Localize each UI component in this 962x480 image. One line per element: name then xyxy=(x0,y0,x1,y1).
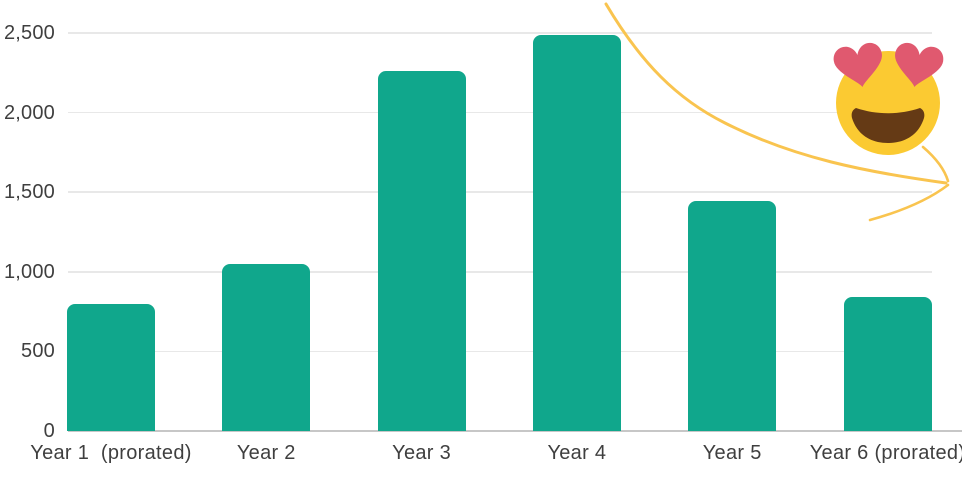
bar-2 xyxy=(222,263,311,431)
x-axis-category-label-3: Year 3 xyxy=(392,442,452,464)
y-axis-tick-label-2500: 2,500 xyxy=(3,22,55,44)
gridline-1000 xyxy=(68,271,932,273)
bar-3 xyxy=(377,71,466,431)
gridline-2500 xyxy=(68,32,932,34)
emoji-right-heart-eye xyxy=(895,42,944,88)
arrow-curve xyxy=(604,2,948,185)
gridline-2000 xyxy=(68,111,932,114)
bar-6 xyxy=(843,297,932,431)
gridline-1500 xyxy=(68,191,932,193)
y-axis-tick-label-1000: 1,000 xyxy=(3,260,55,283)
bar-1 xyxy=(67,303,155,431)
gridline-500 xyxy=(68,350,932,353)
x-axis-category-label-5: Year 5 xyxy=(702,442,762,464)
bar-5 xyxy=(688,200,777,431)
x-axis-line xyxy=(68,430,962,432)
y-axis-tick-label-0: 0 xyxy=(43,420,55,442)
emoji-face xyxy=(836,51,940,155)
x-axis-category-label-4: Year 4 xyxy=(547,442,607,464)
x-axis-category-label-1: Year 1 (prorated) xyxy=(30,442,192,464)
bar-4 xyxy=(532,34,621,431)
y-axis-tick-label-500: 500 xyxy=(21,340,55,363)
emoji-left-heart-eye xyxy=(833,42,882,88)
arrow-head-lower-barb xyxy=(868,183,950,222)
heart-eyes-emoji xyxy=(833,42,944,155)
x-axis-category-label-6: Year 6 (prorated) xyxy=(809,442,962,464)
y-axis-tick-label-1500: 1,500 xyxy=(3,181,55,204)
arrow-head-upper-barb xyxy=(921,145,950,183)
y-axis-tick-label-2000: 2,000 xyxy=(3,101,55,124)
x-axis-category-label-2: Year 2 xyxy=(236,442,296,464)
